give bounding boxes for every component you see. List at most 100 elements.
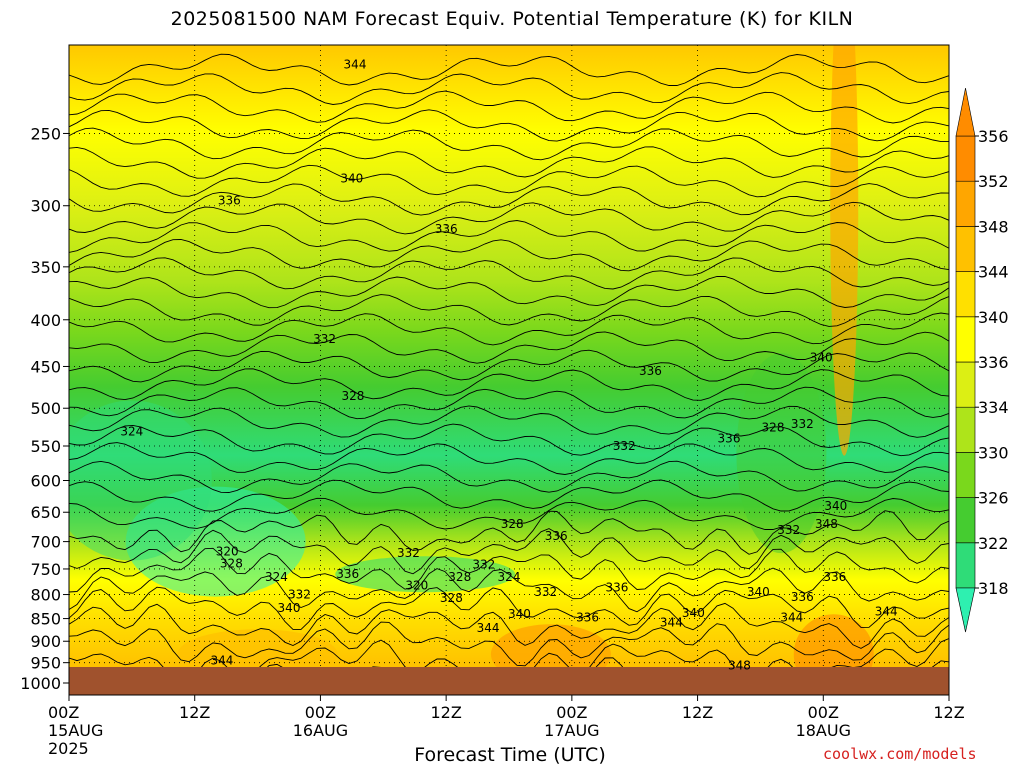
contour-label: 332 (613, 439, 636, 453)
contour-line (69, 72, 949, 105)
contour-label: 332 (472, 558, 495, 572)
colorbar-segment (955, 452, 976, 498)
contour-line (69, 127, 949, 161)
contour-label: 324 (265, 570, 288, 584)
contour-line (69, 183, 949, 216)
contour-label: 340 (278, 601, 301, 615)
y-tick-label: 900 (30, 632, 61, 651)
colorbar-label: 334 (978, 398, 1009, 417)
contour-label: 336 (823, 570, 846, 584)
contour-line (69, 386, 949, 420)
y-tick-label: 400 (30, 311, 61, 330)
contour-label: 320 (405, 579, 428, 593)
colorbar-segment (955, 542, 976, 589)
contour-label: 344 (875, 605, 898, 619)
colorbar-label: 340 (978, 308, 1009, 327)
contour-label: 344 (344, 57, 367, 71)
y-tick-label: 550 (30, 437, 61, 456)
contour-line (69, 312, 949, 346)
y-tick-label: 800 (30, 586, 61, 605)
colorbar-segment (955, 226, 976, 272)
contour-line (69, 294, 949, 327)
contour-line (69, 567, 949, 613)
contour-line (69, 442, 949, 475)
y-tick-label: 750 (30, 560, 61, 579)
colorbar-label: 330 (978, 443, 1009, 462)
colorbar-segment (955, 497, 976, 544)
colorbar-bottom-arrow (955, 587, 976, 633)
y-axis: 250 300 350 400 450 500 550 600 650 700 750 800 850 9… (20, 124, 69, 693)
colorbar-label: 326 (978, 489, 1009, 508)
contour-label: 340 (810, 351, 833, 365)
field-region (335, 556, 516, 593)
contour-label: 336 (605, 581, 628, 595)
contour-label: 328 (440, 591, 463, 605)
x-tick-label: 12Z (682, 703, 713, 722)
credit-link[interactable]: coolwx.com/models (823, 745, 977, 763)
contour-label: 332 (288, 588, 311, 602)
colorbar-segment (955, 361, 976, 408)
contour-line (69, 146, 949, 179)
contour-lines (69, 53, 949, 667)
y-tick-label: 350 (30, 258, 61, 277)
field-region (490, 624, 611, 667)
contour-label: 336 (718, 432, 741, 446)
contour-line (69, 368, 949, 401)
contour-label: 332 (777, 523, 800, 537)
ground-bar (69, 667, 949, 695)
contour-label: 344 (210, 654, 233, 668)
contour-line (69, 201, 949, 235)
contour-label: 336 (791, 590, 814, 604)
contour-line (69, 90, 949, 124)
x-tick-label: 00Z (556, 703, 587, 722)
field-region (793, 614, 874, 667)
y-tick-label: 300 (30, 197, 61, 216)
contour-line (69, 239, 949, 272)
colorbar-label: 356 (978, 127, 1009, 146)
y-tick-label: 500 (30, 399, 61, 418)
colorbar-label: 348 (978, 217, 1009, 236)
x-tick-label: 12Z (179, 703, 210, 722)
contour-line (69, 405, 949, 438)
colorbar-label: 322 (978, 534, 1009, 553)
contour-label: 332 (313, 332, 336, 346)
contour-label: 332 (397, 546, 420, 560)
y-tick-label: 600 (30, 472, 61, 491)
chart-title: 2025081500 NAM Forecast Equiv. Potential… (170, 8, 854, 30)
colorbar: 318 322 326 330 334 336 340 344 348 352 356 (955, 87, 1009, 633)
x-tick-label: 12Z (933, 703, 964, 722)
contour-line (69, 220, 949, 253)
gridlines (69, 45, 949, 667)
x-tick-label: 00Z (48, 703, 79, 722)
contour-line (69, 586, 949, 630)
x-tick-label: 16AUG (293, 721, 348, 740)
colorbar-label: 318 (978, 579, 1009, 598)
y-tick-label: 450 (30, 357, 61, 376)
contour-label: 324 (120, 424, 143, 438)
x-tick-label: 15AUG (48, 721, 103, 740)
contour-label: 328 (220, 557, 243, 571)
contour-label: 340 (682, 606, 705, 620)
colorbar-segment (955, 316, 976, 363)
x-axis-label: Forecast Time (UTC) (414, 744, 606, 766)
contour-label: 332 (791, 417, 814, 431)
contour-label: 348 (728, 659, 751, 673)
contour-line (69, 53, 949, 86)
y-tick-label: 650 (30, 503, 61, 522)
contour-label: 340 (340, 171, 363, 185)
contour-line (69, 638, 949, 667)
contour-line (69, 547, 949, 593)
contour-line (69, 349, 949, 383)
contour-label: 332 (534, 585, 557, 599)
contour-line (69, 621, 949, 667)
contour-label: 328 (448, 570, 471, 584)
plot-frame (68, 44, 950, 696)
colorbar-label: 336 (978, 353, 1009, 372)
y-tick-label: 700 (30, 533, 61, 552)
x-tick-label: 2025 (48, 739, 89, 758)
contour-label: 344 (477, 621, 500, 635)
contour-label: 328 (501, 517, 524, 531)
field-region (69, 400, 212, 561)
contour-label: 340 (824, 499, 847, 513)
